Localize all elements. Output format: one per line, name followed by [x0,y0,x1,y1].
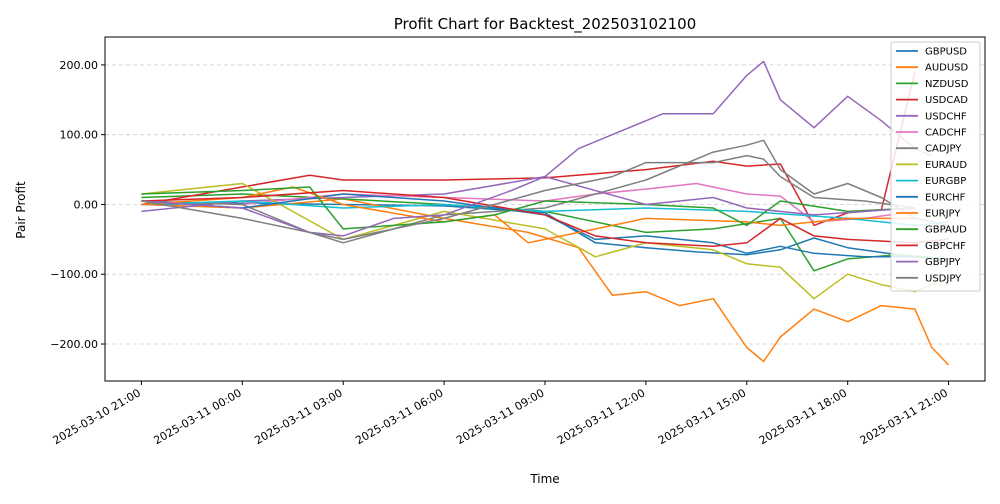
y-tick-label: 100.00 [60,129,99,142]
series-line-cadjpy [141,139,949,244]
y-tick-label: −100.00 [50,268,98,281]
legend-label: EURAUD [925,160,967,171]
series-line-gbpusd [141,202,932,260]
legend-label: GBPAUD [925,225,967,236]
y-tick-label: −200.00 [50,338,98,351]
y-tick-label: 0.00 [74,198,99,211]
series-line-gbpchf [141,189,949,248]
legend-label: GBPJPY [925,257,961,268]
legend: GBPUSD AUDUSD NZDUSD USDCAD USDCHF CADCHF CADJ… [890,41,981,292]
legend-label: CADCHF [925,128,967,139]
y-axis-label: Pair Profit [14,181,28,239]
x-axis-label: Time [529,472,559,486]
legend-label: CADJPY [925,144,962,155]
legend-label: GBPCHF [925,241,966,252]
legend-label: USDJPY [925,273,962,284]
series-line-euraud [141,182,949,300]
legend-label: AUDUSD [925,63,969,74]
y-tick-label: 200.00 [60,59,99,72]
legend-label: EURJPY [925,209,961,220]
series-line-usdjpy [141,154,916,241]
legend-label: EURCHF [925,192,966,203]
series-line-eurjpy [141,186,915,244]
legend-label: GBPUSD [925,47,967,58]
legend-label: USDCAD [925,95,968,106]
chart-title: Profit Chart for Backtest_202503102100 [394,15,697,34]
legend-label: USDCHF [925,111,967,122]
legend-label: NZDUSD [925,79,969,90]
series-layer [141,60,950,366]
series-line-eurgbp [141,200,949,227]
legend-label: EURGBP [925,176,966,187]
series-line-eurchf [141,193,915,258]
series-line-gbpaud [141,186,915,230]
